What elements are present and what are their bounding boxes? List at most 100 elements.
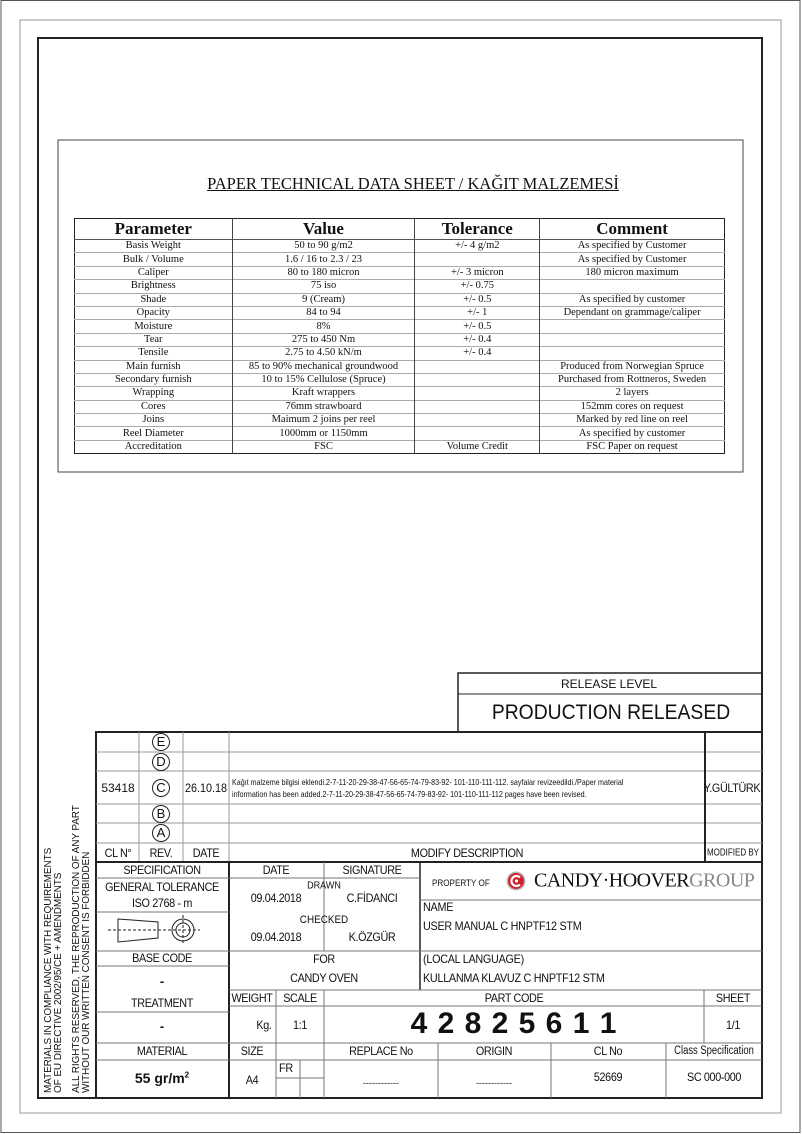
column-header: Parameter [74,218,233,240]
table-row: Reel Diameter 1000mm or 1150mm As specifie… [74,426,725,441]
table-cell: +/- 0.4 [414,346,540,361]
replace-value: ------------ [363,1078,399,1088]
cl-no-label: CL No [593,1044,623,1058]
for-label: FOR [313,952,335,966]
table-cell: Moisture [74,319,233,334]
table-cell: As specified by Customer [539,238,725,253]
table-cell [414,399,540,414]
table-cell: Caliper [74,265,233,280]
technical-data-table: Parameter Value Tolerance Comment Basis Wei… [74,218,725,455]
table-cell: 84 to 94 [231,305,415,320]
revision-description-line2: information has been added.2-7-11-20-29-… [232,789,587,799]
table-cell: Kraft wrappers [231,386,415,401]
local-language-label: (LOCAL LANGUAGE) [423,952,524,966]
table-cell [414,386,540,401]
table-cell: Dependant on grammage/caliper [539,305,725,320]
table-row: Basis Weight 50 to 90 g/m2 +/- 4 g/m2 As sp… [74,238,725,253]
table-cell [414,359,540,374]
revision-letter: E [152,733,170,751]
name-label: NAME [423,900,454,914]
table-row: Opacity 84 to 94 +/- 1 Dependant on grammag… [74,305,725,320]
table-cell: Brightness [74,279,233,294]
column-header: Value [231,218,415,240]
table-cell: 180 micron maximum [539,265,725,280]
table-cell: 1.6 / 16 to 2.3 / 23 [231,252,415,267]
table-cell [539,279,725,294]
drawn-date: 09.04.2018 [250,891,302,905]
table-cell: Main furnish [74,359,233,374]
table-cell: Volume Credit [414,439,540,454]
revision-cl-no: 53418 [101,781,135,795]
brand-name: CANDY·HOOVERGROUP [534,869,755,892]
origin-label: ORIGIN [475,1044,513,1058]
for-value: CANDY OVEN [290,971,358,985]
table-cell [539,332,725,347]
table-cell: As specified by customer [539,292,725,307]
sheet-value: 1/1 [726,1018,740,1032]
table-cell: Wrapping [74,386,233,401]
revision-letter: A [152,824,170,842]
table-cell: 152mm cores on request [539,399,725,414]
table-row: Accreditation FSC Volume Credit FSC Paper o… [74,439,725,454]
table-cell: Accreditation [74,439,233,454]
checked-date: 09.04.2018 [250,930,302,944]
part-code-label: PART CODE [484,991,544,1005]
table-row: Bulk / Volume 1.6 / 16 to 2.3 / 23 As spec… [74,252,725,267]
table-row: Main furnish 85 to 90% mechanical groundw… [74,359,725,374]
checked-by: K.ÖZGÜR [348,930,396,944]
table-cell: Produced from Norwegian Spruce [539,359,725,374]
base-code-value: - [159,973,165,989]
table-cell: 2 layers [539,386,725,401]
table-cell: Basis Weight [74,238,233,253]
table-cell: 75 iso [231,279,415,294]
table-cell [414,413,540,427]
origin-value: ------------ [476,1078,512,1088]
table-row: Tensile 2.75 to 4.50 kN/m +/- 0.4 [74,346,725,361]
sheet-label: SHEET [715,991,751,1005]
drawn-label: DRAWN [307,880,341,892]
header-modified-by: MODIFIED BY [706,847,760,859]
signature-label: SIGNATURE [342,863,402,877]
table-row: Shade 9 (Cream) +/- 0.5 As specified by cus… [74,292,725,307]
table-cell: Joins [74,413,233,427]
header-cl-no: CL N° [104,846,132,860]
table-cell: FSC [231,439,415,454]
table-cell: 76mm strawboard [231,399,415,414]
table-row: Caliper 80 to 180 micron +/- 3 micron 180 m… [74,265,725,280]
table-cell: FSC Paper on request [539,439,725,454]
table-row: Secondary furnish 10 to 15% Cellulose (Sp… [74,372,725,387]
revision-description-line1: Kağıt malzeme bilgisi eklendi.2-7-11-20-… [232,777,624,787]
table-cell: Opacity [74,305,233,320]
table-cell: +/- 1 [414,305,540,320]
header-rev: REV. [149,846,173,860]
date-label: DATE [262,863,290,877]
revision-letter: D [152,752,170,771]
table-cell: +/- 0.5 [414,319,540,334]
weight-label: WEIGHT [231,991,273,1005]
size-value: A4 [245,1073,259,1087]
class-specification-label: Class Specification [674,1045,754,1057]
replace-label: REPLACE No [349,1044,413,1058]
table-cell: As specified by Customer [539,252,725,267]
table-cell: +/- 0.75 [414,279,540,294]
table-row: Tear 275 to 450 Nm +/- 0.4 [74,332,725,347]
candy-hoover-logo-icon [506,871,526,891]
fr-label: FR [279,1061,293,1075]
revision-letter: B [152,804,170,823]
cl-no-value: 52669 [593,1070,623,1084]
column-header: Tolerance [414,218,540,240]
table-cell: +/- 0.5 [414,292,540,307]
table-cell [414,372,540,387]
table-cell: Purchased from Rottneros, Sweden [539,372,725,387]
revision-letter: C [152,779,170,797]
table-cell: 2.75 to 4.50 kN/m [231,346,415,361]
table-cell: Tensile [74,346,233,361]
compliance-note: MATERIALS IN COMPLIANCE WITH REQUIREMENT… [43,847,64,1093]
material-value: 55 gr/m2 [134,1070,190,1086]
table-row: Wrapping Kraft wrappers 2 layers [74,386,725,401]
general-tolerance: GENERAL TOLERANCE [105,880,219,894]
table-row: Cores 76mm strawboard 152mm cores on reque… [74,399,725,414]
document-name: USER MANUAL C HNPTF12 STM [423,919,582,933]
table-cell: 80 to 180 micron [231,265,415,280]
